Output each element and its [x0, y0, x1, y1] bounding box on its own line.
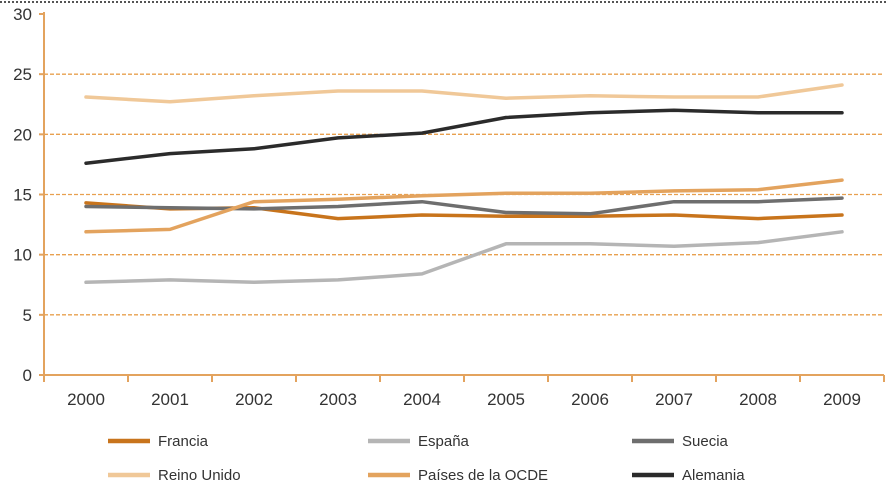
y-tick-label-10: 10: [13, 246, 32, 265]
x-tick-label-2002: 2002: [235, 390, 273, 409]
x-tick-label-2005: 2005: [487, 390, 525, 409]
x-tick-label-2006: 2006: [571, 390, 609, 409]
y-tick-label-30: 30: [13, 5, 32, 24]
y-tick-label-5: 5: [23, 306, 32, 325]
x-tick-label-2008: 2008: [739, 390, 777, 409]
legend-label-0: Francia: [158, 433, 209, 450]
series-line-1: [84, 230, 844, 285]
y-tick-label-25: 25: [13, 65, 32, 84]
legend: Francia España Suecia Reino Unido Países de …: [108, 433, 745, 484]
series-line-3: [84, 83, 844, 104]
x-tick-label-2007: 2007: [655, 390, 693, 409]
x-tick-label-2001: 2001: [151, 390, 189, 409]
x-tick-label-2004: 2004: [403, 390, 441, 409]
series-line-2: [84, 196, 844, 216]
x-tick-label-2003: 2003: [319, 390, 357, 409]
x-tick-label-2000: 2000: [67, 390, 105, 409]
y-tick-label-0: 0: [23, 366, 32, 385]
series-line-0: [84, 201, 844, 221]
axes: 0 5 10 15 20 25 30 2000 2001 2002 2003 2004 2005 2006…: [13, 5, 885, 409]
y-tick-label-20: 20: [13, 125, 32, 144]
legend-label-2: Suecia: [682, 433, 729, 450]
y-tick-label-15: 15: [13, 186, 32, 205]
legend-label-1: España: [418, 433, 470, 450]
x-tick-label-2009: 2009: [823, 390, 861, 409]
series-line-4: [84, 178, 844, 234]
series-lines: [84, 83, 844, 285]
legend-label-5: Alemania: [682, 467, 745, 484]
legend-label-3: Reino Unido: [158, 467, 241, 484]
series-line-5: [84, 108, 844, 165]
legend-label-4: Países de la OCDE: [418, 467, 548, 484]
